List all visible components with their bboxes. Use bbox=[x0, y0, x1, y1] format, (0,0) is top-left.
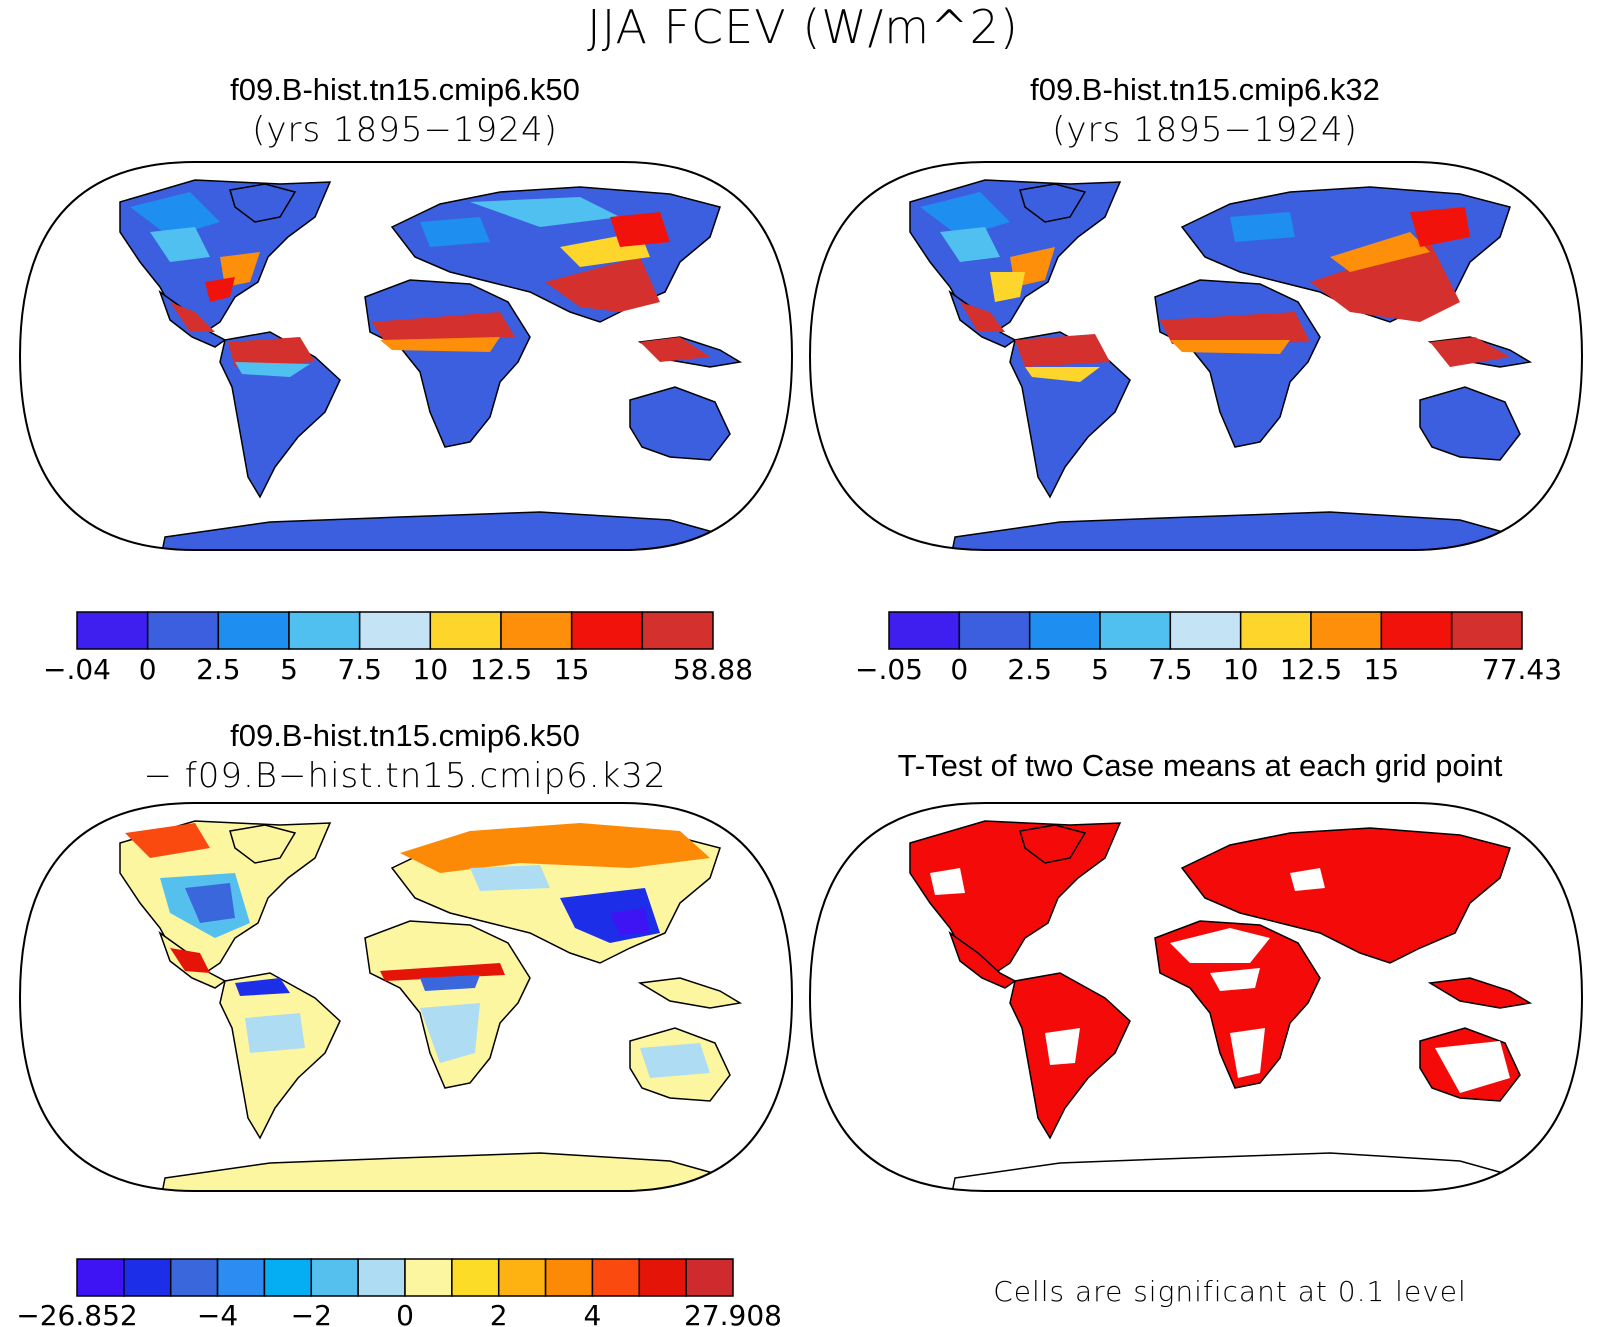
colorbar-tick-label: 10 bbox=[1223, 653, 1259, 686]
colorbar-tick-label: 5 bbox=[1091, 653, 1109, 686]
colorbar-tick-label: 58.88 bbox=[673, 653, 753, 686]
colorbar-swatch bbox=[146, 611, 220, 650]
colorbar-swatch bbox=[497, 1258, 547, 1297]
colorbar-swatch bbox=[358, 611, 432, 650]
panel-diff-subtitle: − f09.B−hist.tn15.cmip6.k32 bbox=[143, 756, 667, 796]
colorbar-swatch bbox=[685, 1258, 734, 1297]
colorbar-swatch bbox=[76, 1258, 125, 1297]
colorbar-k32: −.05 0 2.5 5 7.5 10 12.5 15 77.43 bbox=[855, 611, 1562, 686]
colorbar-tick-label: 10 bbox=[413, 653, 449, 686]
colorbar-swatch bbox=[544, 1258, 594, 1297]
colorbar-swatch bbox=[263, 1258, 313, 1297]
colorbar-swatch bbox=[958, 611, 1031, 650]
colorbar-swatch bbox=[169, 1258, 219, 1297]
panel-ttest-note: Cells are significant at 0.1 level bbox=[993, 1275, 1467, 1308]
map-panel-k50 bbox=[18, 161, 794, 551]
colorbar-diff: −26.852 −4 −2 0 2 4 27.908 bbox=[16, 1258, 782, 1327]
colorbar-k50: −.04 0 2.5 5 7.5 10 12.5 15 58.88 bbox=[43, 611, 753, 686]
colorbar-swatch bbox=[404, 1258, 453, 1297]
colorbar-tick-label: 2 bbox=[490, 1299, 508, 1327]
colorbar-swatch bbox=[1169, 611, 1242, 650]
colorbar-tick-label: −.05 bbox=[855, 653, 923, 686]
colorbar-swatch bbox=[638, 1258, 687, 1297]
colorbar-swatch bbox=[217, 611, 290, 650]
colorbar-swatch bbox=[888, 611, 961, 650]
colorbar-swatch bbox=[429, 611, 502, 650]
map-frame-diff bbox=[18, 802, 794, 1192]
colorbar-tick-label: 12.5 bbox=[1280, 653, 1342, 686]
colorbar-tick-label: 4 bbox=[584, 1299, 602, 1327]
colorbar-swatch bbox=[310, 1258, 359, 1297]
colorbar-tick-label: −2 bbox=[291, 1299, 332, 1327]
colorbar-tick-label: 15 bbox=[1364, 653, 1400, 686]
colorbar-swatch bbox=[1310, 611, 1383, 650]
colorbar-swatch bbox=[1450, 611, 1523, 650]
map-frame-ttest bbox=[808, 802, 1584, 1192]
colorbar-tick-label: −.04 bbox=[43, 653, 111, 686]
colorbar-tick-label: −26.852 bbox=[16, 1299, 137, 1327]
colorbar-tick-label: 5 bbox=[280, 653, 298, 686]
colorbar-tick-label: 12.5 bbox=[470, 653, 532, 686]
colorbar-swatch bbox=[591, 1258, 641, 1297]
colorbar-tick-label: 15 bbox=[554, 653, 590, 686]
colorbar-tick-label: 0 bbox=[139, 653, 157, 686]
colorbar-tick-label: 2.5 bbox=[196, 653, 241, 686]
colorbar-swatch bbox=[288, 611, 361, 650]
map-panel-ttest bbox=[808, 802, 1584, 1192]
colorbar-swatch bbox=[570, 611, 644, 650]
colorbar-tick-label: 2.5 bbox=[1007, 653, 1052, 686]
panel-k32-subtitle: (yrs 1895−1924) bbox=[1052, 110, 1358, 150]
colorbar-tick-label: 27.908 bbox=[684, 1299, 782, 1327]
panel-ttest-title: T-Test of two Case means at each grid po… bbox=[897, 748, 1503, 783]
map-panel-diff bbox=[18, 802, 794, 1192]
panel-k50-title: f09.B-hist.tn15.cmip6.k50 bbox=[230, 72, 580, 107]
colorbar-swatch bbox=[76, 611, 149, 650]
colorbar-swatch bbox=[1099, 611, 1172, 650]
colorbar-tick-label: 77.43 bbox=[1482, 653, 1562, 686]
colorbar-swatch bbox=[451, 1258, 500, 1297]
panel-diff-title: f09.B-hist.tn15.cmip6.k50 bbox=[230, 718, 580, 753]
colorbar-swatch bbox=[1028, 611, 1101, 650]
panel-k50-subtitle: (yrs 1895−1924) bbox=[252, 110, 558, 150]
colorbar-tick-label: 0 bbox=[950, 653, 968, 686]
map-panel-k32 bbox=[808, 161, 1584, 551]
panel-k32-title: f09.B-hist.tn15.cmip6.k32 bbox=[1030, 72, 1380, 107]
colorbar-tick-label: −4 bbox=[197, 1299, 238, 1327]
map-frame-k32 bbox=[808, 161, 1584, 551]
colorbar-swatch bbox=[123, 1258, 172, 1297]
colorbar-swatch bbox=[500, 611, 573, 650]
colorbar-swatch bbox=[1239, 611, 1312, 650]
colorbar-swatch bbox=[1380, 611, 1453, 650]
main-title: JJA FCEV (W/m^2) bbox=[587, 0, 1019, 54]
colorbar-swatch bbox=[641, 611, 714, 650]
colorbar-swatch bbox=[216, 1258, 266, 1297]
colorbar-tick-label: 0 bbox=[396, 1299, 414, 1327]
colorbar-tick-label: 7.5 bbox=[337, 653, 382, 686]
colorbar-tick-label: 7.5 bbox=[1148, 653, 1193, 686]
colorbar-swatch bbox=[357, 1258, 406, 1297]
map-frame-k50 bbox=[18, 161, 794, 551]
